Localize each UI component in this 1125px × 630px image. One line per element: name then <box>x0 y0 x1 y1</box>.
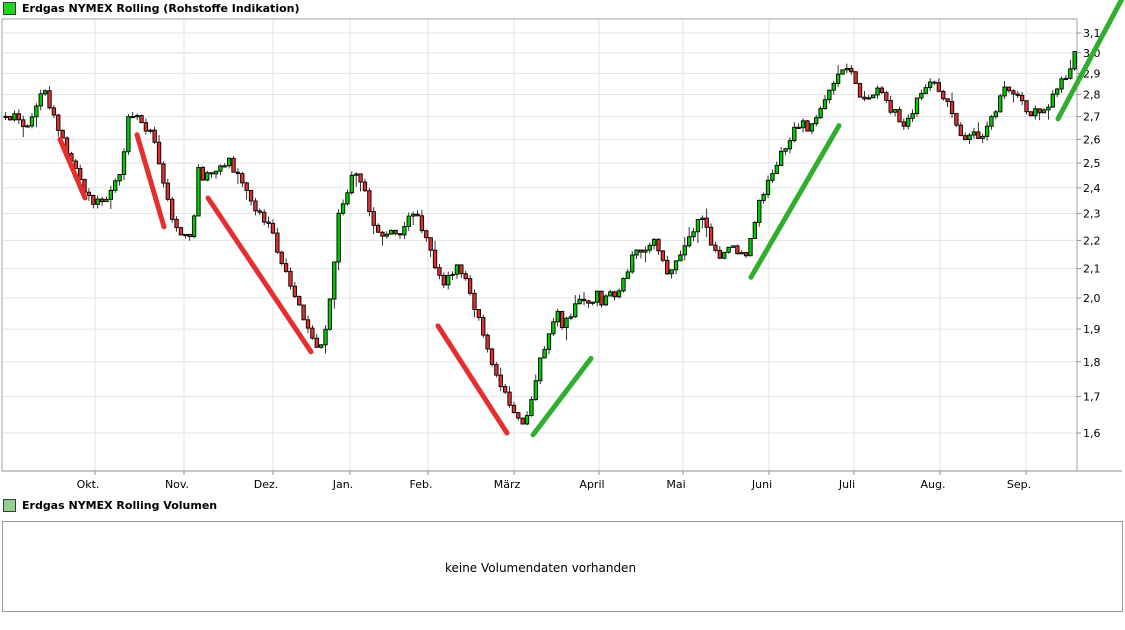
svg-text:Juni: Juni <box>751 478 772 491</box>
svg-text:Mai: Mai <box>666 478 685 491</box>
svg-text:2,3: 2,3 <box>1083 208 1101 221</box>
volume-chart-area[interactable]: keine Volumendaten vorhanden <box>2 521 1123 612</box>
svg-text:2,7: 2,7 <box>1083 111 1101 124</box>
svg-text:1,9: 1,9 <box>1083 323 1101 336</box>
price-series-legend: Erdgas NYMEX Rolling (Rohstoffe Indikati… <box>3 2 300 15</box>
price-series-swatch-icon <box>3 2 16 15</box>
price-chart[interactable]: 3,13,02,92,82,72,62,52,42,32,22,12,01,91… <box>0 0 1125 497</box>
volume-series-label: Erdgas NYMEX Rolling Volumen <box>22 499 218 512</box>
volume-empty-message: keine Volumendaten vorhanden <box>444 561 637 575</box>
svg-text:Okt.: Okt. <box>77 478 100 491</box>
volume-series-legend: Erdgas NYMEX Rolling Volumen <box>3 499 217 512</box>
svg-text:Feb.: Feb. <box>410 478 433 491</box>
svg-text:Jan.: Jan. <box>332 478 353 491</box>
svg-text:2,6: 2,6 <box>1083 133 1101 146</box>
svg-text:3,1: 3,1 <box>1083 27 1101 40</box>
svg-text:2,9: 2,9 <box>1083 67 1101 80</box>
svg-text:1,6: 1,6 <box>1083 427 1101 440</box>
svg-text:April: April <box>579 478 604 491</box>
price-series-label: Erdgas NYMEX Rolling (Rohstoffe Indikati… <box>22 2 300 15</box>
svg-text:Dez.: Dez. <box>254 478 279 491</box>
volume-message-wrap: keine Volumendaten vorhanden <box>3 557 1078 576</box>
svg-text:2,5: 2,5 <box>1083 157 1101 170</box>
svg-text:Aug.: Aug. <box>921 478 946 491</box>
svg-text:1,7: 1,7 <box>1083 390 1101 403</box>
svg-text:Sep.: Sep. <box>1007 478 1031 491</box>
svg-text:2,0: 2,0 <box>1083 292 1101 305</box>
svg-text:Nov.: Nov. <box>165 478 189 491</box>
svg-text:1,8: 1,8 <box>1083 356 1101 369</box>
svg-text:2,2: 2,2 <box>1083 234 1101 247</box>
svg-text:2,4: 2,4 <box>1083 182 1101 195</box>
svg-text:Juli: Juli <box>838 478 855 491</box>
svg-text:2,1: 2,1 <box>1083 263 1101 276</box>
svg-text:März: März <box>494 478 521 491</box>
svg-text:2,8: 2,8 <box>1083 89 1101 102</box>
volume-series-swatch-icon <box>3 499 16 512</box>
